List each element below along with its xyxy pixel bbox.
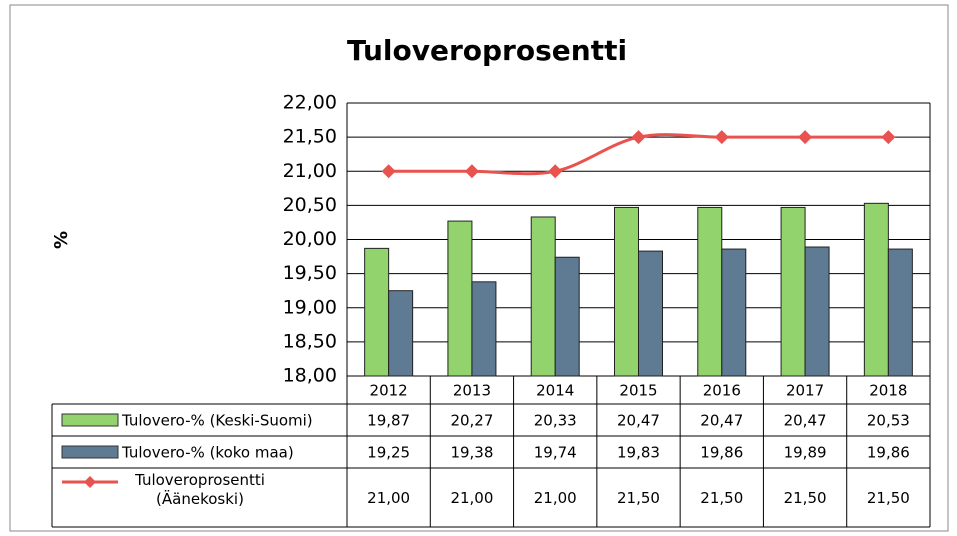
- bar: [364, 247, 390, 377]
- bar: [530, 216, 556, 377]
- bar: [388, 290, 414, 377]
- legend-swatch: [61, 413, 119, 427]
- x-tick-label: 2018: [869, 382, 907, 400]
- table-value: 20,33: [534, 412, 577, 430]
- table-value: 21,50: [700, 489, 743, 507]
- y-tick-label: 20,00: [283, 228, 337, 250]
- legend-label: Tuloveroprosentti (Äänekoski): [135, 471, 265, 508]
- table-value: 21,50: [784, 489, 827, 507]
- x-tick-label: 2014: [536, 382, 574, 400]
- line-marker: [881, 130, 896, 145]
- line-marker: [714, 130, 729, 145]
- table-value: 20,53: [867, 412, 910, 430]
- table-value: 19,87: [367, 412, 410, 430]
- legend-swatch: [61, 445, 119, 459]
- y-tick-label: 21,50: [283, 126, 337, 148]
- legend-label: Tulovero-% (koko maa): [121, 444, 294, 462]
- table-value: 21,00: [450, 489, 493, 507]
- line-marker: [548, 164, 563, 179]
- table-value: 19,74: [534, 444, 577, 462]
- chart-title: Tuloveroprosentti: [347, 34, 627, 67]
- table-value: 19,89: [784, 444, 827, 462]
- x-tick-label: 2016: [703, 382, 741, 400]
- bar: [554, 256, 580, 377]
- y-tick-label: 18,50: [283, 330, 337, 352]
- bar: [863, 202, 889, 377]
- x-tick-label: 2012: [370, 382, 408, 400]
- y-tick-label: 22,00: [283, 92, 337, 114]
- table-value: 21,00: [534, 489, 577, 507]
- table-value: 19,38: [450, 444, 493, 462]
- bar: [721, 248, 747, 377]
- line-marker: [464, 164, 479, 179]
- x-tick-label: 2015: [619, 382, 657, 400]
- y-tick-label: 19,00: [283, 296, 337, 318]
- line-marker: [381, 164, 396, 179]
- bar: [614, 206, 639, 377]
- y-tick-label: 21,00: [283, 160, 337, 182]
- table-value: 19,86: [700, 444, 743, 462]
- y-tick-label: 19,50: [283, 262, 337, 284]
- table-value: 19,83: [617, 444, 660, 462]
- bar: [447, 220, 473, 377]
- bar: [887, 248, 913, 377]
- y-tick-label: 18,00: [283, 365, 337, 387]
- table-value: 21,50: [617, 489, 660, 507]
- line-marker: [798, 130, 813, 145]
- table-value: 20,47: [617, 412, 660, 430]
- y-axis-label: %: [51, 231, 72, 249]
- y-tick-label: 20,50: [283, 194, 337, 216]
- bar: [697, 206, 723, 377]
- x-tick-label: 2013: [453, 382, 491, 400]
- table-value: 20,47: [700, 412, 743, 430]
- table-value: 21,00: [367, 489, 410, 507]
- legend-marker: [84, 476, 96, 488]
- bar: [471, 281, 497, 377]
- x-tick-label: 2017: [786, 382, 824, 400]
- legend-label-box: Tuloveroprosentti (Äänekoski): [135, 471, 265, 508]
- table-value: 20,47: [784, 412, 827, 430]
- table-value: 19,25: [367, 444, 410, 462]
- table-value: 21,50: [867, 489, 910, 507]
- bar: [638, 250, 663, 377]
- bar: [804, 246, 830, 377]
- legend-label: Tulovero-% (Keski-Suomi): [121, 412, 313, 430]
- table-value: 19,86: [867, 444, 910, 462]
- line-marker: [631, 130, 646, 145]
- table-value: 20,27: [450, 412, 493, 430]
- bar: [780, 206, 806, 377]
